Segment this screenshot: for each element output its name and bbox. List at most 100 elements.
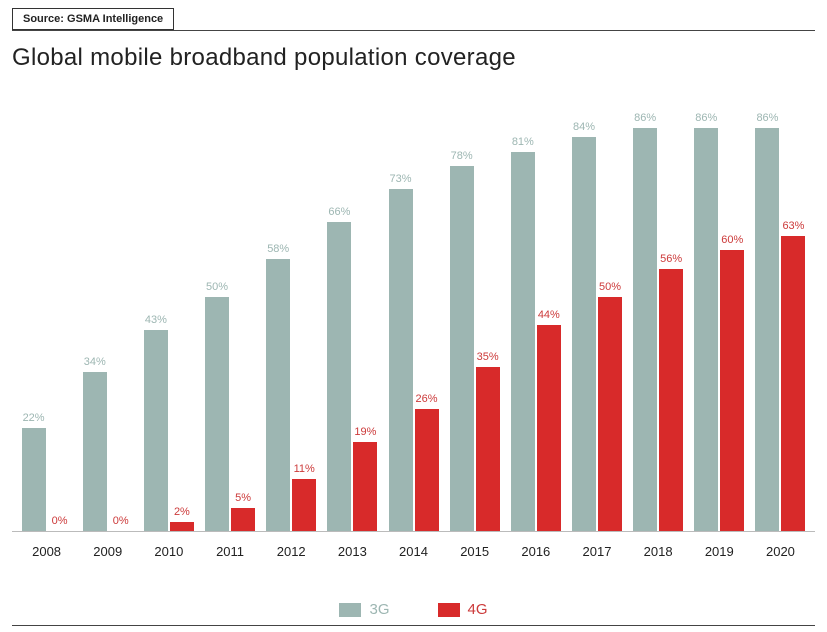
source-label: Source: GSMA Intelligence [12, 8, 174, 30]
bar-wrap: 84% [572, 100, 596, 531]
bar-wrap: 11% [292, 100, 316, 531]
x-tick-label: 2012 [261, 532, 322, 572]
bar [694, 128, 718, 531]
x-tick-label: 2016 [505, 532, 566, 572]
bar [292, 479, 316, 531]
legend-label: 4G [468, 601, 488, 618]
bar [327, 222, 351, 531]
x-tick-label: 2019 [689, 532, 750, 572]
bar [659, 269, 683, 531]
bar [476, 367, 500, 531]
bar-wrap: 2% [170, 100, 194, 531]
bar-wrap: 22% [22, 100, 46, 531]
bar-wrap: 50% [598, 100, 622, 531]
bar-wrap: 86% [633, 100, 657, 531]
legend-label: 3G [369, 601, 389, 618]
bar [205, 297, 229, 531]
bar-group: 86% 60% [689, 100, 750, 531]
bar-value-label: 44% [538, 309, 560, 321]
legend-swatch [339, 603, 361, 617]
bar-group: 43% 2% [138, 100, 199, 531]
bar-value-label: 50% [206, 281, 228, 293]
bar-wrap: 86% [694, 100, 718, 531]
bar-value-label: 5% [235, 492, 251, 504]
bar-wrap: 0% [48, 100, 72, 531]
bar-wrap: 43% [144, 100, 168, 531]
bar-value-label: 58% [267, 243, 289, 255]
bar-value-label: 0% [52, 515, 68, 527]
bar-wrap: 66% [327, 100, 351, 531]
divider-bottom [12, 625, 815, 626]
bar-value-label: 86% [695, 112, 717, 124]
bar-group: 22% 0% [16, 100, 77, 531]
bar [572, 137, 596, 531]
bar [22, 428, 46, 531]
bar [389, 189, 413, 531]
x-tick-label: 2010 [138, 532, 199, 572]
bar [170, 522, 194, 531]
bar-value-label: 2% [174, 506, 190, 518]
bar-value-label: 35% [477, 351, 499, 363]
bar-group: 84% 50% [566, 100, 627, 531]
divider-top [12, 30, 815, 31]
bar-wrap: 56% [659, 100, 683, 531]
bar-value-label: 43% [145, 314, 167, 326]
bar-wrap: 34% [83, 100, 107, 531]
bar-value-label: 81% [512, 136, 534, 148]
legend-swatch [438, 603, 460, 617]
bar-group: 66% 19% [322, 100, 383, 531]
bar [266, 259, 290, 531]
bar-value-label: 73% [390, 173, 412, 185]
legend-item: 3G [339, 601, 389, 618]
bar [450, 166, 474, 531]
bar-value-label: 60% [721, 234, 743, 246]
bar-value-label: 50% [599, 281, 621, 293]
legend-item: 4G [438, 601, 488, 618]
bar-group: 34% 0% [77, 100, 138, 531]
bar-wrap: 44% [537, 100, 561, 531]
bar-group: 50% 5% [199, 100, 260, 531]
bar [511, 152, 535, 531]
x-tick-label: 2011 [199, 532, 260, 572]
x-tick-label: 2017 [566, 532, 627, 572]
bar [755, 128, 779, 531]
bar [781, 236, 805, 531]
x-tick-label: 2013 [322, 532, 383, 572]
bar-group: 73%26% [383, 100, 444, 531]
bar-group: 86%63% [750, 100, 811, 531]
bar [415, 409, 439, 531]
bar-value-label: 56% [660, 253, 682, 265]
bar [231, 508, 255, 531]
bar-value-label: 84% [573, 121, 595, 133]
x-tick-label: 2014 [383, 532, 444, 572]
bar-value-label: 66% [328, 206, 350, 218]
bar-wrap: 78% [450, 100, 474, 531]
bar-wrap: 0% [109, 100, 133, 531]
bar-value-label: 34% [84, 356, 106, 368]
bar [353, 442, 377, 531]
bar-wrap: 5% [231, 100, 255, 531]
bar-value-label: 0% [113, 515, 129, 527]
bar-wrap: 86% [755, 100, 779, 531]
bar [633, 128, 657, 531]
chart-legend: 3G 4G [0, 601, 827, 618]
bar-value-label: 19% [354, 426, 376, 438]
bar-wrap: 73% [389, 100, 413, 531]
x-tick-label: 2015 [444, 532, 505, 572]
bar-wrap: 60% [720, 100, 744, 531]
chart-x-axis: 2008200920102011201220132014201520162017… [12, 532, 815, 572]
bar [144, 330, 168, 531]
bar [720, 250, 744, 531]
bar-value-label: 86% [634, 112, 656, 124]
x-tick-label: 2018 [628, 532, 689, 572]
x-tick-label: 2008 [16, 532, 77, 572]
x-tick-label: 2020 [750, 532, 811, 572]
bar-wrap: 81% [511, 100, 535, 531]
bar-wrap: 26% [415, 100, 439, 531]
bar-value-label: 78% [451, 150, 473, 162]
bar [83, 372, 107, 531]
bar-wrap: 35% [476, 100, 500, 531]
x-tick-label: 2009 [77, 532, 138, 572]
chart-plot: 22% 0% 34% 0% 43% 2% 50% 5% 58%11% 66% 19% 73%26% 78… [12, 100, 815, 532]
bar-wrap: 58% [266, 100, 290, 531]
